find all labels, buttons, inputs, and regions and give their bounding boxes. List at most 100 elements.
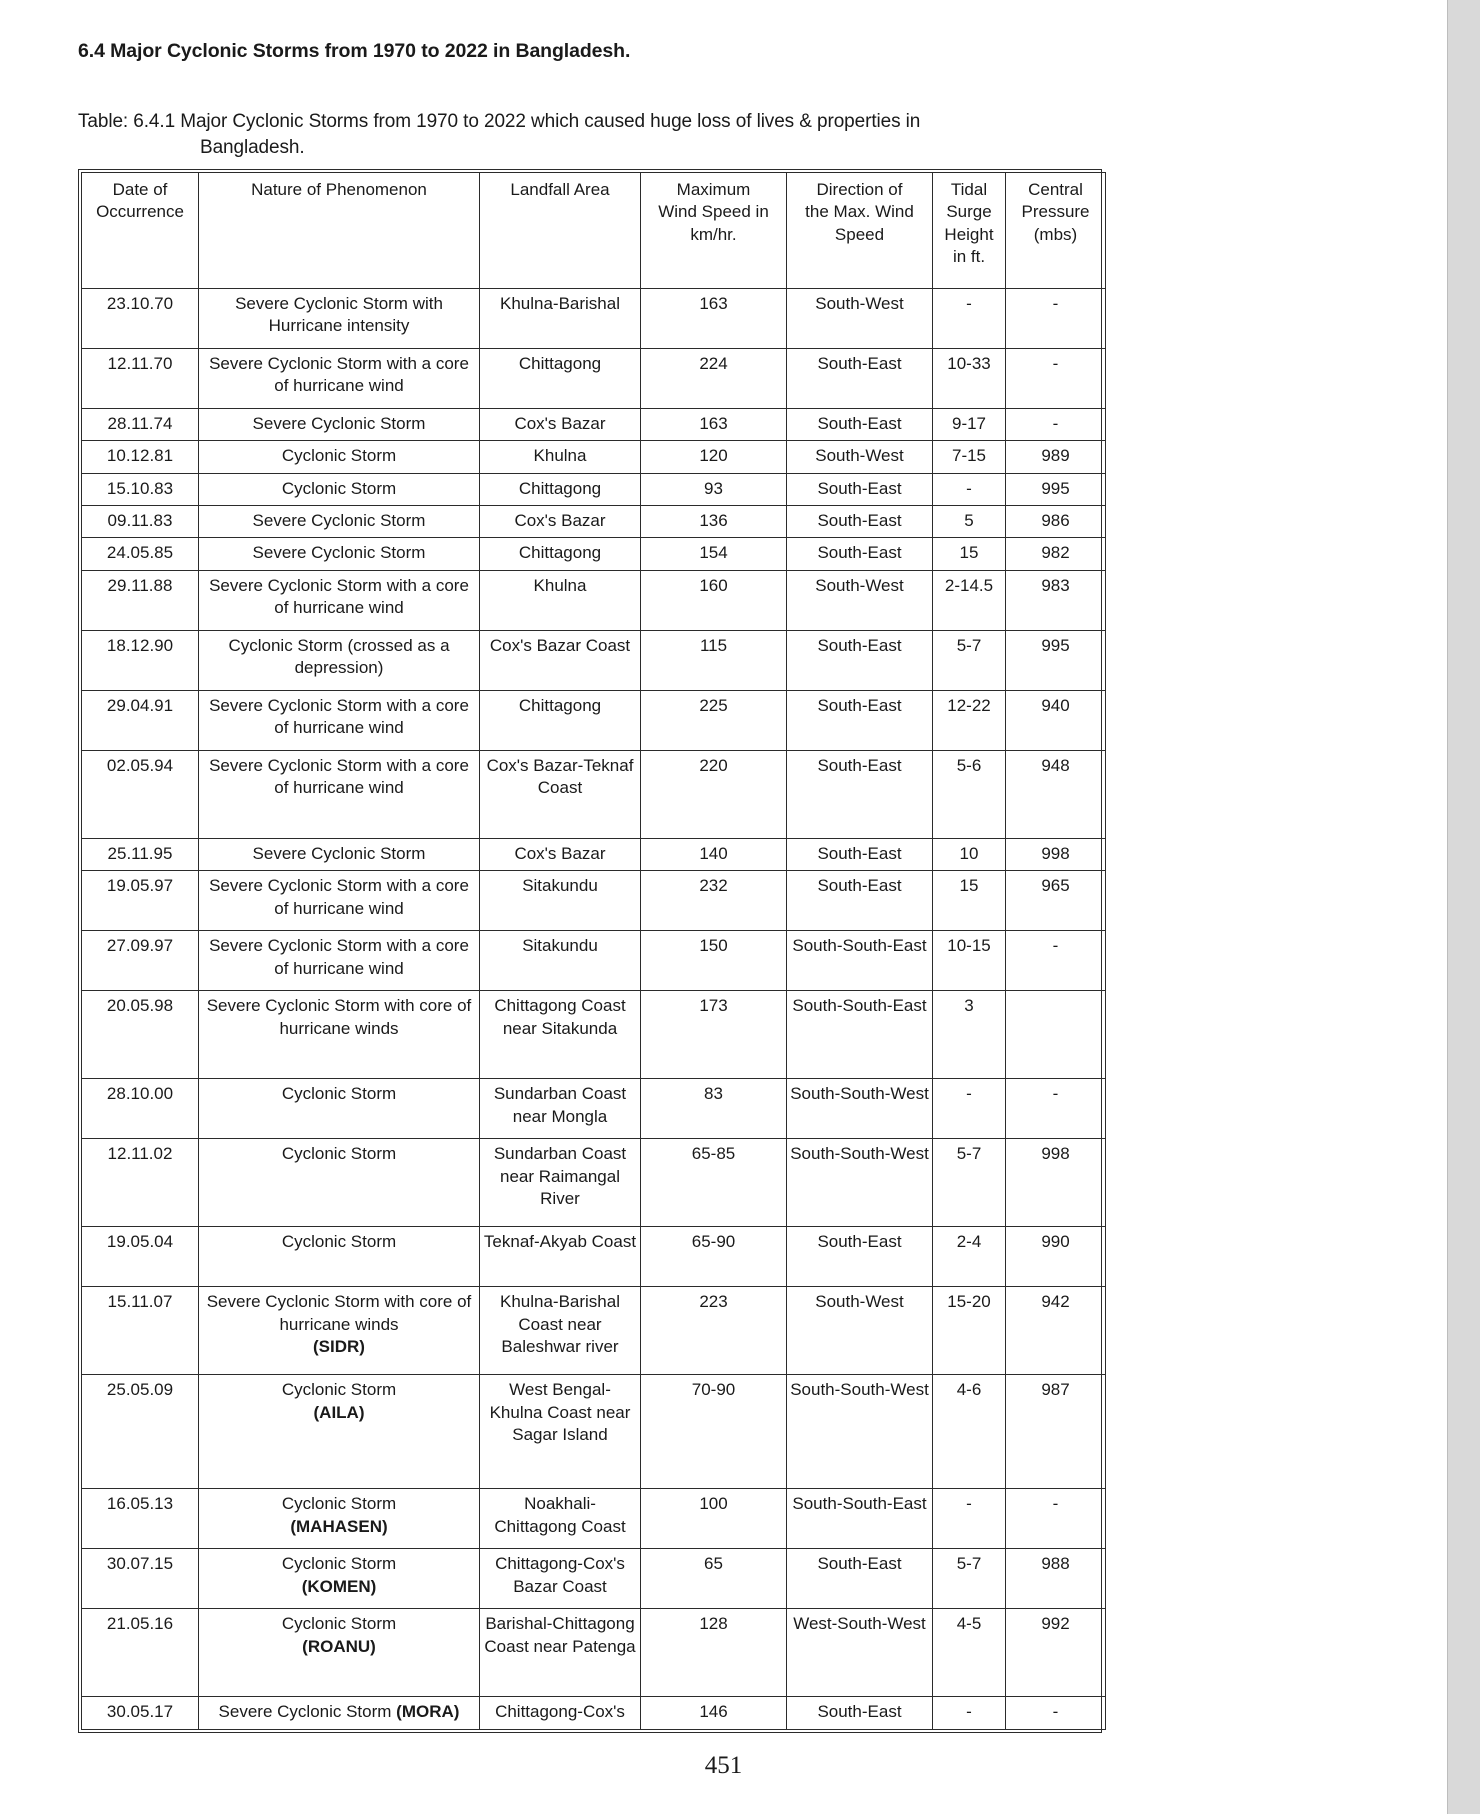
cell-date-of-occurrence: 09.11.83 — [81, 504, 199, 539]
cell-direction-of-max-wind-speed: South-South-East — [786, 1488, 933, 1550]
cell-landfall-area: Khulna — [479, 440, 641, 474]
cell-date-of-occurrence: 24.05.85 — [81, 537, 199, 571]
cell-central-pressure: 987 — [1005, 1374, 1106, 1490]
cell-direction-of-max-wind-speed: South-South-East — [786, 930, 933, 992]
cell-maximum-wind-speed: 65-90 — [640, 1226, 787, 1288]
cell-maximum-wind-speed: 225 — [640, 689, 787, 751]
cell-direction-of-max-wind-speed: South-West — [786, 1286, 933, 1376]
cell-nature-of-phenomenon: Severe Cyclonic Storm (MORA) — [198, 1696, 480, 1730]
table-row: 15.11.07 Severe Cyclonic Storm with core … — [81, 1286, 1106, 1376]
cell-maximum-wind-speed: 173 — [640, 990, 787, 1080]
cell-central-pressure: - — [1005, 1488, 1106, 1550]
cell-maximum-wind-speed: 220 — [640, 749, 787, 839]
table-caption-line-1: Table: 6.4.1 Major Cyclonic Storms from … — [78, 111, 921, 133]
cell-tidal-surge-height: 15 — [932, 537, 1006, 571]
cell-tidal-surge-height: 5-7 — [932, 629, 1006, 691]
cell-date-of-occurrence: 28.11.74 — [81, 407, 199, 442]
column-header-tidal-surge-height: Tidal Surge Height in ft. — [932, 171, 1006, 289]
cell-maximum-wind-speed: 154 — [640, 537, 787, 571]
cell-central-pressure: - — [1005, 287, 1106, 349]
cell-date-of-occurrence: 12.11.70 — [81, 347, 199, 409]
cell-central-pressure: - — [1005, 407, 1106, 442]
cell-central-pressure: 998 — [1005, 837, 1106, 872]
cell-date-of-occurrence: 28.10.00 — [81, 1078, 199, 1140]
cell-landfall-area: Chittagong-Cox's — [479, 1696, 641, 1730]
cell-date-of-occurrence: 16.05.13 — [81, 1488, 199, 1550]
page-canvas: 6.4 Major Cyclonic Storms from 1970 to 2… — [78, 40, 1106, 1779]
cell-direction-of-max-wind-speed: South-East — [786, 504, 933, 539]
storm-name: (KOMEN) — [301, 1576, 377, 1596]
cell-nature-of-phenomenon: Severe Cyclonic Storm with core of hurri… — [198, 1286, 480, 1376]
cell-nature-of-phenomenon: Cyclonic Storm — [198, 1226, 480, 1288]
table-row: 09.11.83 Severe Cyclonic Storm Cox's Bazar… — [81, 504, 1106, 539]
table-caption-line-2: Bangladesh. — [200, 137, 305, 159]
cell-nature-of-phenomenon: Severe Cyclonic Storm — [198, 407, 480, 442]
table-header-row: Date of Occurrence Nature of Phenomenon L… — [81, 171, 1106, 289]
cell-maximum-wind-speed: 150 — [640, 930, 787, 992]
cell-tidal-surge-height: 10-15 — [932, 930, 1006, 992]
cell-nature-of-phenomenon: Cyclonic Storm — [198, 472, 480, 506]
cell-central-pressure: 983 — [1005, 569, 1106, 631]
cell-central-pressure: 948 — [1005, 749, 1106, 839]
cell-date-of-occurrence: 29.11.88 — [81, 569, 199, 631]
cell-tidal-surge-height: 5-7 — [932, 1548, 1006, 1610]
cell-tidal-surge-height: - — [932, 1488, 1006, 1550]
page-number: 451 — [704, 1752, 743, 1779]
cell-central-pressure: 990 — [1005, 1226, 1106, 1288]
cell-central-pressure: 998 — [1005, 1138, 1106, 1228]
cell-landfall-area: Cox's Bazar — [479, 504, 641, 539]
cell-central-pressure: 940 — [1005, 689, 1106, 751]
cell-landfall-area: Noakhali-Chittagong Coast — [479, 1488, 641, 1550]
cell-maximum-wind-speed: 65 — [640, 1548, 787, 1610]
cell-landfall-area: Cox's Bazar Coast — [479, 629, 641, 691]
cell-direction-of-max-wind-speed: South-East — [786, 870, 933, 932]
cell-maximum-wind-speed: 140 — [640, 837, 787, 872]
table-caption: Table: 6.4.1 Major Cyclonic Storms from … — [78, 63, 1102, 160]
cell-tidal-surge-height: 12-22 — [932, 689, 1006, 751]
cell-nature-of-phenomenon: Severe Cyclonic Storm with a core of hur… — [198, 870, 480, 932]
cell-direction-of-max-wind-speed: South-South-West — [786, 1078, 933, 1140]
cell-tidal-surge-height: 4-5 — [932, 1608, 1006, 1698]
cell-maximum-wind-speed: 136 — [640, 504, 787, 539]
table-row: 15.10.83 Cyclonic Storm Chittagong 93 South-… — [81, 472, 1106, 506]
cell-date-of-occurrence: 15.11.07 — [81, 1286, 199, 1376]
cell-direction-of-max-wind-speed: South-East — [786, 837, 933, 872]
cell-nature-of-phenomenon: Severe Cyclonic Storm with a core of hur… — [198, 569, 480, 631]
cell-landfall-area: Chittagong Coast near Sitakunda — [479, 990, 641, 1080]
cell-maximum-wind-speed: 160 — [640, 569, 787, 631]
cell-maximum-wind-speed: 100 — [640, 1488, 787, 1550]
section-heading: 6.4 Major Cyclonic Storms from 1970 to 2… — [78, 40, 631, 62]
cell-maximum-wind-speed: 93 — [640, 472, 787, 506]
cell-landfall-area: Chittagong — [479, 472, 641, 506]
cell-landfall-area: West Bengal-Khulna Coast near Sagar Isla… — [479, 1374, 641, 1490]
table-row: 28.11.74 Severe Cyclonic Storm Cox's Bazar… — [81, 407, 1106, 442]
cell-maximum-wind-speed: 70-90 — [640, 1374, 787, 1490]
cell-tidal-surge-height: 4-6 — [932, 1374, 1006, 1490]
table-row: 10.12.81 Cyclonic Storm Khulna 120 South-Wes… — [81, 440, 1106, 474]
cell-tidal-surge-height: - — [932, 1696, 1006, 1730]
table-row: 23.10.70 Severe Cyclonic Storm with Hurri… — [81, 287, 1106, 349]
table-row: 30.07.15 Cyclonic Storm (KOMEN) Chittagong-… — [81, 1548, 1106, 1610]
cell-tidal-surge-height: 5 — [932, 504, 1006, 539]
table-row: 19.05.97 Severe Cyclonic Storm with a cor… — [81, 870, 1106, 932]
cell-maximum-wind-speed: 163 — [640, 287, 787, 349]
cell-tidal-surge-height: 9-17 — [932, 407, 1006, 442]
cell-date-of-occurrence: 19.05.04 — [81, 1226, 199, 1288]
storms-table-wrapper: Date of Occurrence Nature of Phenomenon L… — [78, 168, 1106, 1733]
cell-central-pressure: - — [1005, 347, 1106, 409]
cell-nature-of-phenomenon: Severe Cyclonic Storm with Hurricane int… — [198, 287, 480, 349]
cell-tidal-surge-height: 7-15 — [932, 440, 1006, 474]
cell-direction-of-max-wind-speed: South-East — [786, 1696, 933, 1730]
table-row: 25.11.95 Severe Cyclonic Storm Cox's Bazar… — [81, 837, 1106, 872]
cell-central-pressure: - — [1005, 1696, 1106, 1730]
cell-maximum-wind-speed: 115 — [640, 629, 787, 691]
cell-tidal-surge-height: - — [932, 1078, 1006, 1140]
cell-maximum-wind-speed: 146 — [640, 1696, 787, 1730]
table-row: 18.12.90 Cyclonic Storm (crossed as a dep… — [81, 629, 1106, 691]
page-right-gutter — [1447, 0, 1480, 1814]
table-row: 12.11.70 Severe Cyclonic Storm with a cor… — [81, 347, 1106, 409]
table-row: 24.05.85 Severe Cyclonic Storm Chittagong 1… — [81, 537, 1106, 571]
cell-maximum-wind-speed: 120 — [640, 440, 787, 474]
cell-direction-of-max-wind-speed: South-South-East — [786, 990, 933, 1080]
cell-nature-of-phenomenon: Cyclonic Storm (AILA) — [198, 1374, 480, 1490]
